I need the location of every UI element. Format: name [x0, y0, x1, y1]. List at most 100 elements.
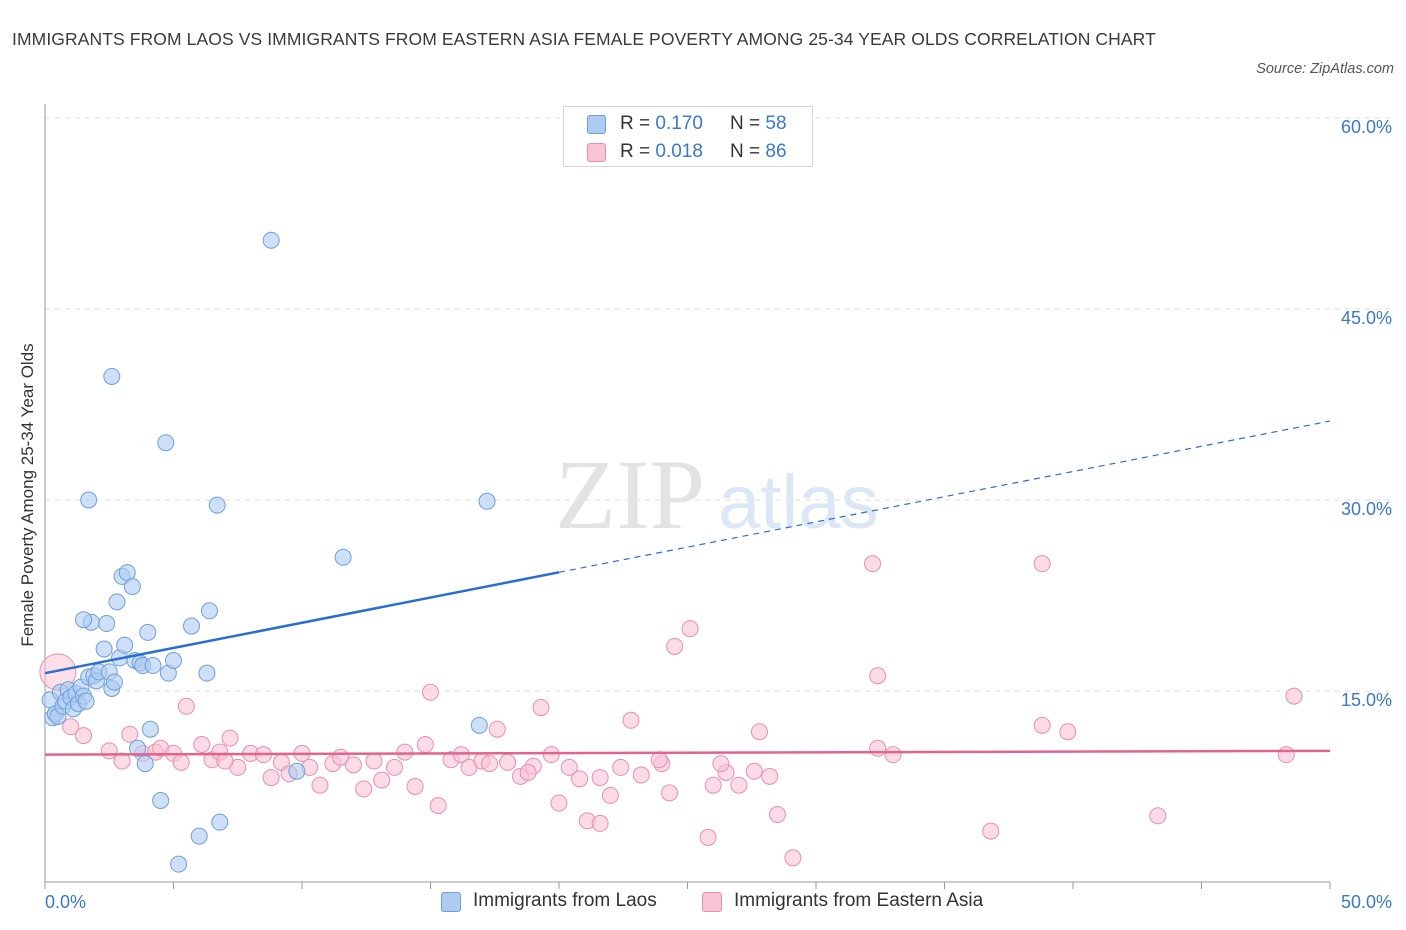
y-tick-label: 45.0%	[1341, 308, 1392, 328]
data-point-eastern-asia	[216, 752, 234, 770]
x-tick-label: 50.0%	[1341, 892, 1392, 912]
data-point-eastern-asia	[612, 758, 630, 776]
data-point-eastern-asia	[661, 784, 679, 802]
legend-n-label: N =	[730, 113, 766, 134]
data-point-eastern-asia	[193, 735, 211, 753]
data-point-eastern-asia	[532, 699, 550, 717]
data-point-laos	[105, 673, 123, 691]
data-point-laos	[170, 855, 188, 873]
data-point-eastern-asia	[704, 776, 722, 794]
watermark-zip: ZIP	[555, 439, 705, 550]
data-point-laos	[198, 664, 216, 682]
data-point-eastern-asia	[1149, 807, 1167, 825]
data-point-laos	[98, 615, 116, 633]
legend-r-value: 0.018	[655, 141, 703, 162]
data-point-eastern-asia	[406, 778, 424, 795]
data-point-laos	[123, 578, 141, 596]
data-point-laos	[77, 692, 95, 710]
data-point-laos	[182, 617, 200, 635]
y-tick-label: 15.0%	[1341, 690, 1392, 710]
data-point-eastern-asia	[221, 729, 239, 747]
data-point-eastern-asia	[422, 683, 439, 701]
data-point-eastern-asia	[745, 762, 763, 780]
data-point-eastern-asia	[666, 637, 684, 655]
data-point-eastern-asia	[591, 769, 609, 787]
source-label: Source: ZipAtlas.com	[1256, 61, 1394, 77]
data-point-laos	[152, 792, 170, 810]
data-point-laos	[200, 602, 218, 620]
data-point-eastern-asia	[344, 756, 362, 774]
data-point-eastern-asia	[262, 769, 280, 787]
data-point-laos	[144, 657, 162, 675]
data-point-eastern-asia	[768, 806, 786, 824]
data-point-eastern-asia	[560, 758, 578, 776]
data-point-laos	[190, 827, 208, 845]
data-point-eastern-asia	[1285, 687, 1303, 705]
data-point-eastern-asia	[1033, 716, 1051, 734]
data-point-laos	[157, 434, 175, 452]
data-point-laos	[129, 739, 147, 757]
data-point-eastern-asia	[429, 797, 447, 815]
y-tick-label: 60.0%	[1341, 117, 1392, 137]
data-point-laos	[262, 231, 280, 249]
legend-swatch-laos	[441, 892, 461, 912]
data-point-eastern-asia	[681, 620, 699, 638]
data-point-eastern-asia	[869, 667, 887, 685]
data-point-eastern-asia	[373, 771, 391, 789]
watermark: ZIP atlas	[555, 439, 879, 550]
series-legend: Immigrants from Laos Immigrants from Eas…	[0, 888, 1406, 918]
legend-r-label: R =	[620, 113, 656, 134]
data-point-eastern-asia	[365, 752, 383, 770]
data-point-laos	[211, 813, 229, 831]
x-tick-label: 0.0%	[45, 892, 86, 912]
data-point-laos	[470, 716, 488, 734]
data-point-eastern-asia	[591, 814, 609, 832]
data-point-eastern-asia	[542, 746, 560, 764]
legend-swatch-eastern-asia	[587, 143, 606, 162]
data-point-eastern-asia	[1033, 555, 1051, 573]
data-point-laos	[208, 496, 226, 514]
data-point-eastern-asia	[121, 725, 139, 743]
data-point-eastern-asia	[75, 727, 93, 745]
data-point-eastern-asia	[982, 822, 1000, 840]
series-eastern-asia	[39, 555, 1303, 867]
data-point-eastern-asia	[712, 755, 730, 773]
data-point-laos	[478, 492, 496, 510]
data-point-laos	[334, 548, 352, 566]
legend-label-eastern-asia: Immigrants from Eastern Asia	[734, 890, 984, 911]
data-point-laos	[141, 720, 159, 738]
legend-r-label: R =	[620, 141, 656, 162]
legend-label-laos: Immigrants from Laos	[473, 890, 657, 911]
data-point-laos	[80, 491, 98, 509]
y-axis-label: Female Poverty Among 25-34 Year Olds	[18, 343, 37, 646]
watermark-atlas: atlas	[718, 460, 879, 545]
data-point-eastern-asia	[622, 711, 640, 729]
data-point-laos	[75, 611, 93, 629]
data-point-eastern-asia	[519, 763, 537, 781]
trend-line-eastern-asia	[44, 749, 1331, 756]
data-point-eastern-asia	[416, 735, 434, 753]
data-point-eastern-asia	[386, 758, 404, 776]
data-point-laos	[95, 640, 113, 658]
grid-lines	[45, 117, 1392, 692]
data-point-laos	[165, 651, 182, 669]
data-point-eastern-asia	[761, 767, 779, 785]
data-point-eastern-asia	[396, 743, 414, 761]
axes: 15.0% 30.0% 45.0% 60.0% 0.0% 50.0%	[44, 104, 1392, 912]
data-point-eastern-asia	[172, 753, 190, 771]
correlation-legend: R = 0.170 N = 58 R = 0.018 N = 86	[563, 106, 813, 167]
data-point-eastern-asia	[355, 780, 373, 798]
legend-swatch-laos	[587, 115, 606, 134]
y-tick-label: 30.0%	[1341, 499, 1392, 519]
legend-n-value: 86	[765, 141, 787, 162]
data-point-eastern-asia	[601, 786, 619, 804]
legend-r-value: 0.170	[655, 113, 703, 134]
data-point-eastern-asia	[499, 753, 517, 771]
legend-n-label: N =	[730, 141, 766, 162]
legend-n-value: 58	[765, 113, 787, 134]
data-point-eastern-asia	[1059, 723, 1077, 741]
data-point-laos	[103, 367, 121, 385]
data-point-eastern-asia	[750, 723, 768, 741]
data-point-eastern-asia	[571, 770, 589, 788]
